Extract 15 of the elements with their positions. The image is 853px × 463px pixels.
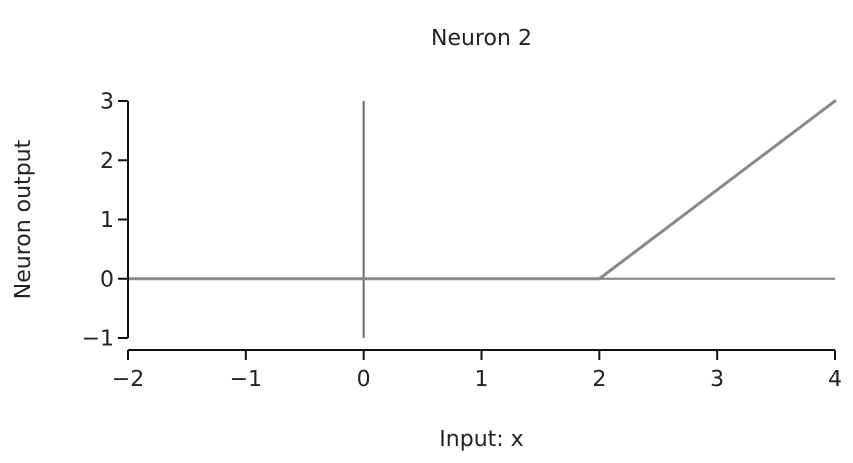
- y-tick-label: 3: [100, 90, 114, 115]
- y-tick-label: 2: [100, 148, 114, 174]
- x-tick-label: −2: [112, 367, 144, 392]
- x-tick-label: 2: [592, 367, 606, 392]
- x-tick-label: 0: [356, 367, 371, 392]
- x-axis-title: Input: x: [439, 427, 524, 452]
- y-axis-title: Neuron output: [11, 139, 36, 300]
- x-tick-label: −1: [230, 367, 262, 392]
- chart-title: Neuron 2: [431, 26, 532, 51]
- x-tick-label: 4: [828, 367, 842, 392]
- y-tick-label: 0: [100, 267, 114, 292]
- x-tick-label: 1: [474, 367, 488, 392]
- y-tick-label: 1: [100, 208, 114, 234]
- y-tick-label: −1: [82, 326, 114, 352]
- x-tick-label: 3: [710, 367, 724, 392]
